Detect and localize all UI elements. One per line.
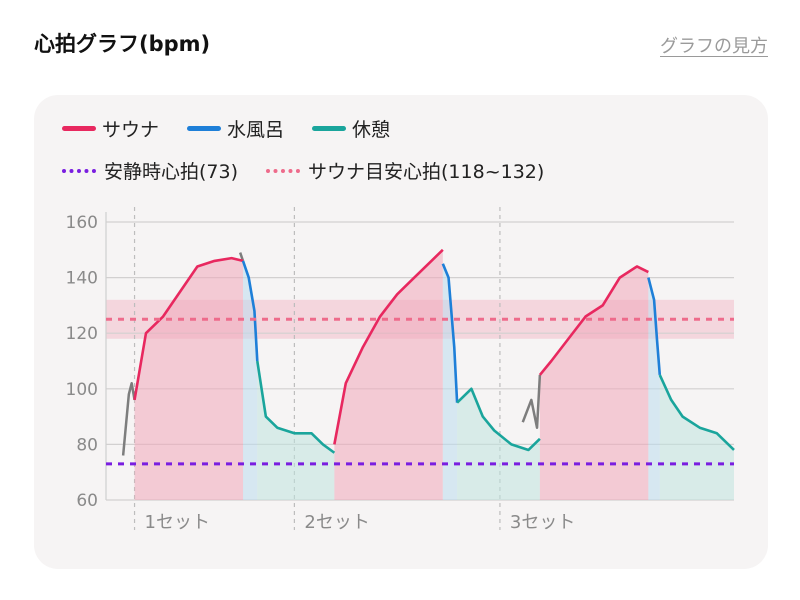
series-line [133,256,244,401]
legend-item-resting-hr: 安静時心拍(73) [62,157,238,184]
legend-item-cold-bath: 水風呂 [187,115,284,142]
y-tick-label: 60 [76,491,98,511]
series-area [457,388,540,500]
series-line [333,248,444,445]
series-area [257,361,335,500]
legend-row-references: 安静時心拍(73) サウナ目安心拍(118~132) [62,157,572,184]
set-label: 2セット [304,512,369,533]
y-tick-label: 100 [66,380,98,400]
series-line [241,260,259,362]
legend-item-sauna: サウナ [62,115,159,142]
chart-card: サウナ 水風呂 休憩 安静時心拍(73) サウナ目安心拍(118~132) 60… [34,95,768,569]
page-title: 心拍グラフ(bpm) [34,32,211,56]
transition-line [121,381,136,456]
transition-line [521,374,542,429]
y-tick-label: 120 [66,324,98,344]
series-area [334,249,443,500]
series-line [256,360,336,454]
series-line [456,387,541,452]
series-area [659,374,734,500]
series-line [658,374,735,451]
set-label: 3セット [510,512,575,533]
heart-rate-chart: 60 80 100 120 140 160 1セット 2セット 3セット [66,207,735,533]
series-line [441,263,459,403]
legend-row-phases: サウナ 水風呂 休憩 [62,115,418,142]
set-label: 1セット [145,512,210,533]
series-area [648,277,660,500]
series-area [442,263,458,500]
legend-item-sauna-target-hr: サウナ目安心拍(118~132) [266,157,544,184]
y-tick-label: 160 [66,213,98,233]
y-tick-label: 80 [76,435,98,455]
series-area [539,266,649,500]
series-line [538,265,649,376]
series-line [647,277,662,376]
y-tick-label: 140 [66,269,98,289]
legend-item-rest: 休憩 [312,115,390,142]
graph-guide-link[interactable]: グラフの見方 [660,36,768,57]
